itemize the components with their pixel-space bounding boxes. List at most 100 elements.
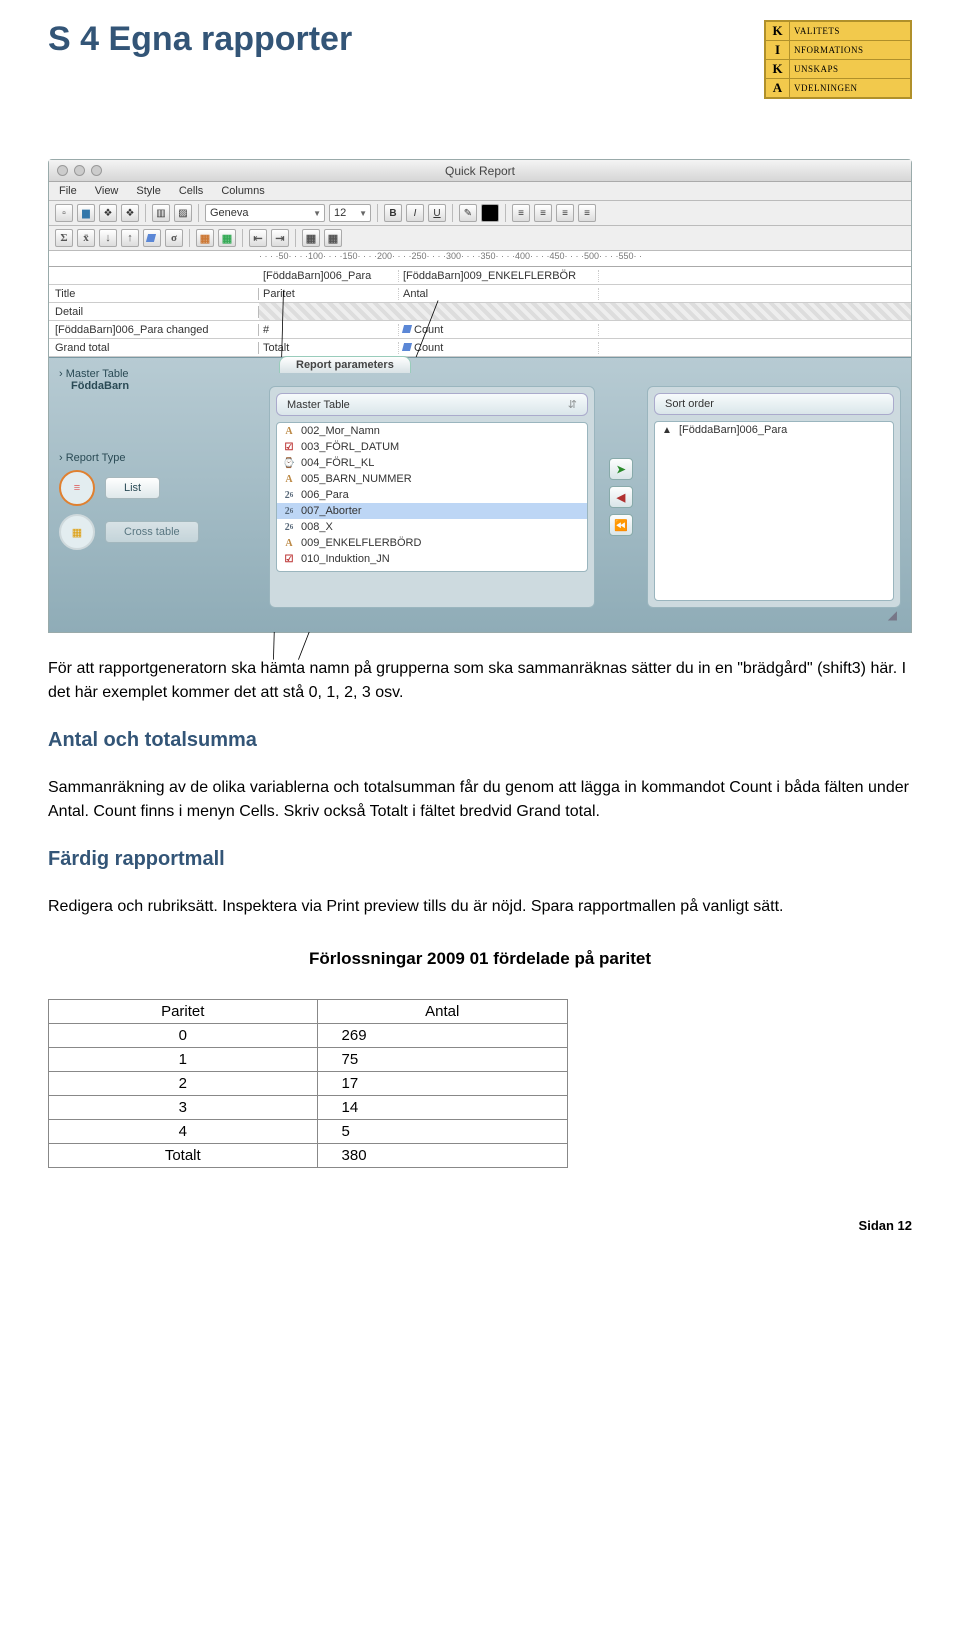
field-item[interactable]: 26006_Para [277,487,587,503]
field-item[interactable]: A005_BARN_NUMMER [277,471,587,487]
cell[interactable]: Antal [399,288,599,300]
stddev-button[interactable]: σ [165,229,183,247]
table-header: Paritet [49,1000,318,1024]
min-button[interactable]: ↓ [99,229,117,247]
align-justify-button[interactable]: ≡ [578,204,596,222]
text-color-button[interactable]: ✎ [459,204,477,222]
master-table-tab[interactable]: Master Table⇵ [276,393,588,416]
master-table-label: › Master Table [59,368,259,380]
menu-view[interactable]: View [95,185,119,197]
field-item[interactable]: A002_Mor_Namn [277,423,587,439]
font-select[interactable]: Geneva [205,204,325,222]
field-item[interactable]: ☑003_FÖRL_DATUM [277,439,587,455]
row-label: Grand total [49,342,259,354]
menu-file[interactable]: File [59,185,77,197]
max-button[interactable]: ↑ [121,229,139,247]
window-titlebar: Quick Report [49,160,911,182]
col-button[interactable]: ⇤ [249,229,267,247]
ruler: · · · ·50· · · ·100· · · ·150· · · ·200·… [49,251,911,267]
menubar[interactable]: File View Style Cells Columns [49,182,911,201]
toolbar-button[interactable]: ▫ [55,204,73,222]
toolbar-button[interactable]: ❖ [121,204,139,222]
row-label: Detail [49,306,259,318]
field-item[interactable]: 26008_X [277,519,587,535]
toolbar-main: ▫ ▆ ❖ ❖ ▥ ▨ Geneva 12 B I U ✎ ≡ ≡ ≡ ≡ [49,201,911,226]
list-icon[interactable]: ≡ [59,470,95,506]
field-item[interactable]: 26007_Aborter [277,503,587,519]
cell[interactable]: # [259,324,399,336]
page-number: Sidan 12 [48,1218,912,1233]
toolbar-button[interactable]: ▨ [174,204,192,222]
panel-tab: Report parameters [279,356,411,373]
section-heading: Antal och totalsumma [48,729,912,752]
paragraph: För att rapportgeneratorn ska hämta namn… [48,657,912,705]
report-type-label: › Report Type [59,452,259,464]
cell[interactable]: Totalt [259,342,399,354]
paragraph: Redigera och rubriksätt. Inspektera via … [48,895,912,919]
grid-button[interactable]: ▦ [302,229,320,247]
sort-order-tab[interactable]: Sort order [654,393,894,415]
layout-button[interactable]: ▦ [218,229,236,247]
menu-style[interactable]: Style [136,185,160,197]
table-cell: 1 [49,1048,318,1072]
col-button[interactable]: ⇥ [271,229,289,247]
cell[interactable]: Count [399,324,599,336]
align-right-button[interactable]: ≡ [556,204,574,222]
field-item[interactable]: A009_ENKELFLERBÖRD [277,535,587,551]
table-cell: 0 [49,1024,318,1048]
sort-list[interactable]: ▲[FöddaBarn]006_Para [654,421,894,601]
table-cell: 2 [49,1072,318,1096]
count-button[interactable] [143,229,161,247]
window-title: Quick Report [49,164,911,178]
result-title: Förlossningar 2009 01 fördelade på parit… [48,949,912,969]
add-button[interactable]: ➤ [609,458,633,480]
align-center-button[interactable]: ≡ [534,204,552,222]
layout-button[interactable]: ▦ [196,229,214,247]
avg-button[interactable]: x̄ [77,229,95,247]
field-item[interactable]: ☑010_Induktion_JN [277,551,587,567]
row-label: [FöddaBarn]006_Para changed [49,324,259,336]
column-header[interactable]: [FöddaBarn]006_Para [259,270,399,282]
toolbar-button[interactable]: ▥ [152,204,170,222]
bold-button[interactable]: B [384,204,402,222]
crosstable-button[interactable]: Cross table [105,521,199,543]
font-size-select[interactable]: 12 [329,204,371,222]
table-cell: Totalt [49,1144,318,1168]
field-item[interactable]: ⌚004_FÖRL_KL [277,455,587,471]
transfer-buttons: ➤ ◀ ⏪ [609,386,633,608]
fill-color-button[interactable] [481,204,499,222]
section-heading: Färdig rapportmall [48,848,912,871]
kika-logo: KVALITETSINFORMATIONSKUNSKAPSAVDELNINGEN [764,20,912,99]
page-heading: S 4 Egna rapporter [48,20,352,59]
underline-button[interactable]: U [428,204,446,222]
table-cell: 14 [317,1096,567,1120]
align-left-button[interactable]: ≡ [512,204,530,222]
list-button[interactable]: List [105,477,160,499]
table-cell: 17 [317,1072,567,1096]
remove-all-button[interactable]: ⏪ [609,514,633,536]
report-grid: [FöddaBarn]006_Para [FöddaBarn]009_ENKEL… [49,267,911,357]
menu-columns[interactable]: Columns [221,185,264,197]
italic-button[interactable]: I [406,204,424,222]
grid-button[interactable]: ▦ [324,229,342,247]
menu-cells[interactable]: Cells [179,185,203,197]
toolbar-button[interactable]: ▆ [77,204,95,222]
toolbar-button[interactable]: ❖ [99,204,117,222]
remove-button[interactable]: ◀ [609,486,633,508]
paragraph: Sammanräkning av de olika variablerna oc… [48,776,912,824]
quick-report-window: Quick Report File View Style Cells Columns ▫… [48,159,912,633]
sort-item[interactable]: ▲[FöddaBarn]006_Para [655,422,893,438]
master-table-value: FöddaBarn [59,380,259,392]
toolbar-formula: Σ x̄ ↓ ↑ σ ▦ ▦ ⇤ ⇥ ▦ ▦ [49,226,911,251]
resize-handle[interactable]: ◢ [59,608,901,622]
cell[interactable]: Count [399,342,599,354]
sum-button[interactable]: Σ [55,229,73,247]
cell[interactable]: Paritet [259,288,399,300]
field-list[interactable]: A002_Mor_Namn☑003_FÖRL_DATUM⌚004_FÖRL_KL… [276,422,588,572]
result-table: Paritet Antal 026917521731445Totalt380 [48,999,568,1168]
report-parameters-panel: Report parameters › Master Table FöddaBa… [49,357,911,632]
table-cell: 5 [317,1120,567,1144]
crosstable-icon[interactable]: ▦ [59,514,95,550]
column-header[interactable]: [FöddaBarn]009_ENKELFLERBÖR [399,270,599,282]
table-cell: 75 [317,1048,567,1072]
